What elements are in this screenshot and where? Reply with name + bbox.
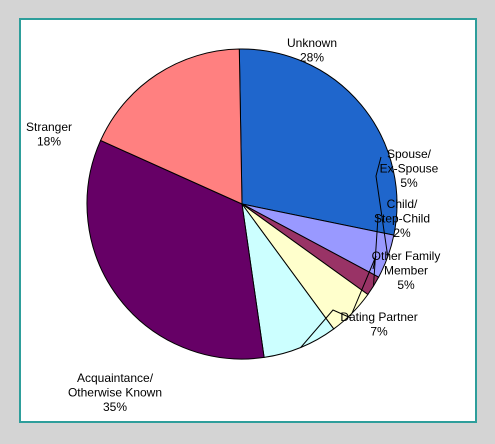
leader-line-other-family-member xyxy=(351,255,377,314)
slice-label-stranger: Stranger 18% xyxy=(26,120,72,149)
slice-label-line: 5% xyxy=(397,278,415,292)
slice-label-line: Ex-Spouse xyxy=(380,162,439,176)
slice-label-other-family-member: Other Family Member 5% xyxy=(372,249,441,292)
slice-label-line: Acquaintance/ xyxy=(77,371,154,385)
leader-lines xyxy=(300,156,389,348)
leader-line-child-step-child xyxy=(373,214,379,287)
slice-label-line: 18% xyxy=(37,135,61,149)
leader-line-spouse-ex-spouse xyxy=(375,156,389,257)
pie-slice-unknown xyxy=(238,48,398,236)
slice-label-line: 5% xyxy=(400,176,418,190)
leader-line-dating-partner xyxy=(300,309,352,348)
slice-label-acquaintance-otherwise-known: Acquaintance/Otherwise Known 35% xyxy=(68,371,162,414)
slice-label-spouse-ex-spouse: Spouse/Ex-Spouse 5% xyxy=(380,147,439,190)
slice-label-unknown: Unknown 28% xyxy=(287,36,337,65)
slice-label-line: Stranger xyxy=(26,120,72,134)
slice-label-line: Otherwise Known xyxy=(68,386,162,400)
slice-label-line: Child/ xyxy=(387,197,418,211)
slice-label-line: 7% xyxy=(370,325,388,339)
pie-slices xyxy=(86,48,398,360)
pie-slice-acquaintance-otherwise-known xyxy=(86,139,265,360)
pie-slice-stranger xyxy=(99,48,243,205)
slice-label-line: Spouse/ xyxy=(387,147,432,161)
slice-label-line: Unknown xyxy=(287,36,337,50)
slice-label-dating-partner: Dating Partner 7% xyxy=(340,310,417,339)
slice-label-line: Member xyxy=(384,264,428,278)
slice-labels: Unknown 28%Spouse/Ex-Spouse 5%Child/Step-C… xyxy=(26,36,440,414)
chart-frame: Unknown 28% Spouse/Ex-Spouse 5% Child/Step-C… xyxy=(19,18,477,423)
slice-label-child-step-child: Child/Step-Child 2% xyxy=(374,197,430,240)
slice-label-line: 28% xyxy=(300,51,324,65)
slice-label-line: 35% xyxy=(103,400,127,414)
slice-label-line: Dating Partner xyxy=(340,310,417,324)
slice-label-line: Other Family xyxy=(372,249,441,263)
pie-chart: Unknown 28%Spouse/Ex-Spouse 5%Child/Step-C… xyxy=(26,36,440,414)
slice-label-line: Step-Child xyxy=(374,212,430,226)
slice-label-line: 2% xyxy=(393,226,411,240)
